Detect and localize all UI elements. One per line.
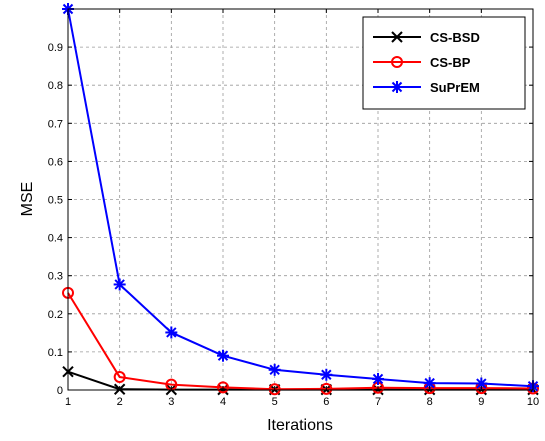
marker-stroke bbox=[166, 327, 177, 338]
x-tick-label: 10 bbox=[527, 396, 539, 408]
x-tick-label: 1 bbox=[65, 396, 71, 408]
marker-stroke bbox=[424, 377, 435, 389]
marker-stroke bbox=[114, 279, 125, 290]
marker-stroke bbox=[269, 364, 280, 376]
legend-marker-suprem bbox=[391, 81, 403, 93]
y-tick-label: 0.5 bbox=[48, 195, 63, 207]
ticks: 1 2 3 4 5 6 7 8 9 10 0 0.1 0.2 0.3 0.4 0.5 0.6 0.7 0.8 0.9 bbox=[48, 9, 539, 408]
marker-stroke bbox=[217, 350, 229, 361]
x-tick-label: 4 bbox=[220, 396, 226, 408]
series-line-suprem bbox=[67, 8, 534, 388]
legend-marker-cs-bp bbox=[391, 56, 403, 68]
data-point-suprem bbox=[113, 278, 126, 291]
data-point-suprem bbox=[320, 368, 333, 381]
y-tick-label: 0.4 bbox=[48, 233, 63, 245]
data-point-suprem bbox=[372, 372, 384, 385]
y-tick-label: 0.6 bbox=[48, 156, 63, 168]
legend-label-cs-bsd: CS-BSD bbox=[430, 30, 480, 45]
x-axis-title: Iterations bbox=[267, 417, 333, 434]
x-tick-label: 2 bbox=[117, 396, 123, 408]
series-line-cs-bp bbox=[67, 292, 534, 391]
y-tick-label: 0 bbox=[57, 385, 63, 397]
x-tick-label: 3 bbox=[168, 396, 174, 408]
x-tick-label: 5 bbox=[272, 396, 278, 408]
y-tick-label: 0.7 bbox=[48, 118, 63, 130]
marker-stroke bbox=[476, 378, 487, 389]
data-point-suprem bbox=[165, 326, 178, 339]
x-tick-label: 6 bbox=[323, 396, 329, 408]
x-tick-label: 9 bbox=[478, 396, 484, 408]
legend-label-cs-bp: CS-BP bbox=[430, 55, 471, 70]
marker-stroke bbox=[391, 81, 403, 93]
data-point-suprem bbox=[217, 349, 229, 362]
data-point-cs-bp bbox=[320, 382, 333, 395]
legend-label-suprem: SuPrEM bbox=[430, 80, 480, 95]
marker-stroke bbox=[321, 369, 332, 380]
legend: CS-BSD CS-BP SuPrEM bbox=[362, 16, 526, 110]
marker-stroke bbox=[391, 31, 403, 43]
data-point-cs-bp bbox=[113, 371, 126, 384]
y-tick-label: 0.2 bbox=[48, 309, 63, 321]
data-point-cs-bp bbox=[217, 381, 229, 394]
y-tick-label: 0.1 bbox=[48, 347, 63, 359]
data-point-cs-bp bbox=[268, 383, 281, 396]
marker-stroke bbox=[372, 373, 384, 385]
y-tick-label: 0.3 bbox=[48, 271, 63, 283]
x-tick-label: 7 bbox=[375, 396, 381, 408]
data-point-suprem bbox=[268, 363, 281, 376]
x-tick-label: 8 bbox=[427, 396, 433, 408]
legend-marker-cs-bsd bbox=[391, 31, 403, 43]
y-tick-label: 0.8 bbox=[48, 80, 63, 92]
y-axis-title: MSE bbox=[19, 182, 36, 217]
y-tick-label: 0.9 bbox=[48, 42, 63, 54]
